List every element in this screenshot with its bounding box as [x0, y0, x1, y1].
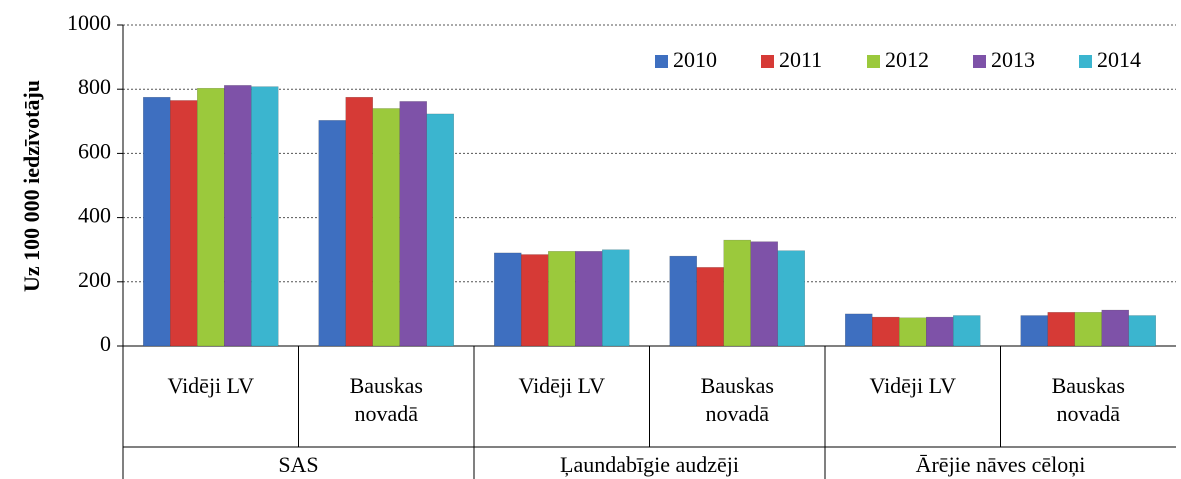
- y-tick-label: 200: [78, 267, 111, 292]
- bar: [777, 250, 805, 347]
- legend-label: 2011: [779, 47, 822, 72]
- bar: [1074, 312, 1102, 347]
- legend-swatch: [761, 55, 774, 68]
- y-tick-label: 0: [100, 331, 111, 356]
- legend-label: 2012: [885, 47, 929, 72]
- legend-swatch: [655, 55, 668, 68]
- group-label: Ārējie nāves cēloņi: [916, 452, 1086, 477]
- bar: [399, 101, 427, 347]
- bar: [872, 316, 900, 347]
- x-tick-label: Bauskas novadā: [700, 373, 774, 426]
- x-tick-label: Bauskas novadā: [1051, 373, 1125, 426]
- bar: [318, 120, 346, 347]
- bar: [669, 255, 697, 347]
- bar: [1101, 309, 1129, 347]
- bar: [170, 100, 198, 347]
- legend-label: 2013: [991, 47, 1035, 72]
- group-label: SAS: [278, 452, 318, 477]
- bar: [602, 249, 630, 347]
- y-tick-label: 400: [78, 203, 111, 228]
- bar: [696, 267, 724, 347]
- bar: [723, 239, 751, 347]
- y-axis-label: Uz 100 000 iedzīvotāju: [19, 80, 44, 292]
- bar: [575, 251, 603, 347]
- bar: [750, 241, 778, 347]
- x-tick-label: Bauskas novadā: [349, 373, 423, 426]
- bar: [345, 96, 373, 347]
- legend-label: 2010: [673, 47, 717, 72]
- x-tick-label: Vidēji LV: [167, 373, 254, 398]
- legend-swatch: [973, 55, 986, 68]
- bar: [845, 313, 873, 347]
- bar: [426, 113, 454, 347]
- bar: [953, 315, 981, 347]
- legend-swatch: [1079, 55, 1092, 68]
- bar: [251, 86, 279, 347]
- bar: [197, 87, 225, 347]
- legend-swatch: [867, 55, 880, 68]
- y-tick-label: 1000: [67, 10, 111, 35]
- bar: [1128, 315, 1156, 347]
- bar: [899, 317, 927, 347]
- bar: [926, 316, 954, 347]
- bar: [224, 85, 252, 347]
- bar: [548, 251, 576, 347]
- bar: [1020, 315, 1048, 347]
- legend-label: 2014: [1097, 47, 1141, 72]
- group-label: Ļaundabīgie audzēji: [560, 452, 739, 477]
- bar: [1047, 312, 1075, 347]
- y-tick-label: 600: [78, 138, 111, 163]
- bar: [494, 252, 522, 347]
- y-tick-label: 800: [78, 74, 111, 99]
- bar: [372, 108, 400, 347]
- bar: [521, 254, 549, 347]
- x-tick-label: Vidēji LV: [869, 373, 956, 398]
- x-tick-label: Vidēji LV: [518, 373, 605, 398]
- bar: [143, 96, 171, 347]
